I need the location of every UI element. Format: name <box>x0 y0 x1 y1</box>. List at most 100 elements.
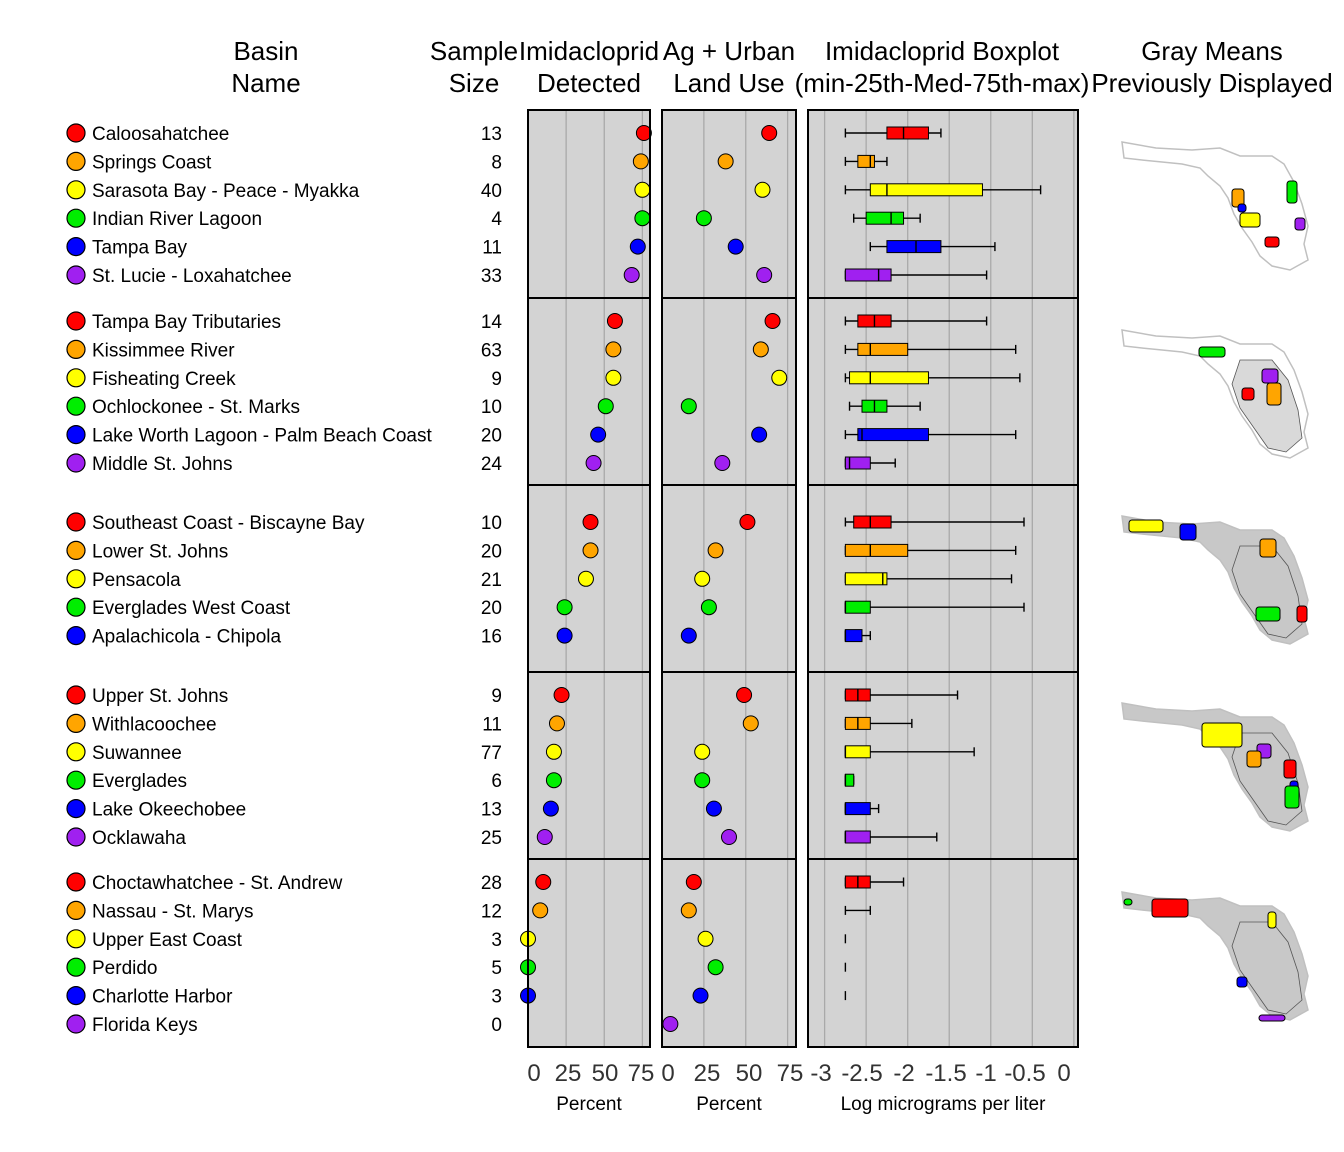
basin-name-label: Upper St. Johns <box>92 686 228 707</box>
boxplot-box <box>844 745 871 759</box>
boxplot-box <box>844 629 863 643</box>
detected-point <box>632 153 649 170</box>
legend-dot <box>66 425 86 445</box>
basin-name-label: Everglades <box>92 771 187 792</box>
header-maps-line1: Gray Means <box>1141 36 1283 66</box>
detected-point <box>553 687 570 703</box>
tick-label-boxplot: -0.5 <box>1004 1060 1045 1087</box>
basin-name-label: Middle St. Johns <box>92 454 232 475</box>
header-sample-line1: Sample <box>430 36 518 66</box>
landuse-point <box>694 743 711 760</box>
landuse-point <box>727 238 744 255</box>
florida-map <box>1121 141 1309 271</box>
basin-name-label: Apalachicola - Chipola <box>92 627 281 648</box>
legend-dot <box>66 770 86 790</box>
boxplot-box <box>857 154 875 168</box>
florida-maps <box>1121 141 1309 1022</box>
header-landuse-line1: Ag + Urban <box>663 36 795 66</box>
basin-name-label: Lower St. Johns <box>92 541 228 562</box>
axis-ticks: 0 25 50 75 Percent 0 25 50 75 Percent -3 -2.5 -2 -1.5… <box>527 1060 1070 1115</box>
boxplot-box <box>886 240 942 254</box>
panel-frames <box>527 109 1079 1048</box>
panel-detected-frame <box>527 109 651 1048</box>
sample-size-label: 6 <box>491 771 502 792</box>
boxplot-box <box>869 183 983 197</box>
basin-name-label: Fisheating Creek <box>92 369 236 390</box>
boxplot-box <box>844 600 871 614</box>
axis-title-landuse: Percent <box>696 1094 762 1115</box>
header-detected-line1: Imidacloprid <box>519 36 659 66</box>
basin-name-label: Caloosahatchee <box>92 124 229 145</box>
sample-size-label: 0 <box>491 1015 502 1036</box>
legend-dot <box>66 180 86 200</box>
basin-highlight <box>1201 722 1243 748</box>
basin-name-label: Charlotte Harbor <box>92 987 233 1008</box>
sample-size-label: 20 <box>481 598 502 619</box>
chart-marks <box>520 125 1042 1032</box>
sample-size-label: 4 <box>491 209 502 230</box>
tick-label-landuse: 25 <box>694 1060 721 1087</box>
landuse-point <box>662 1016 679 1032</box>
basin-highlight <box>1151 898 1189 918</box>
basin-name-label: Springs Coast <box>92 152 212 173</box>
landuse-point <box>756 267 773 283</box>
basin-name-label: Upper East Coast <box>92 930 243 951</box>
tick-label-boxplot: 0 <box>1057 1060 1070 1087</box>
basin-name-label: Ochlockonee - St. Marks <box>92 397 300 418</box>
boxplot-box <box>844 802 871 816</box>
sample-size-label: 12 <box>481 901 502 922</box>
previous-basins-gray <box>1231 545 1303 639</box>
landuse-point <box>754 181 771 198</box>
header-sample-line2: Size <box>449 68 500 98</box>
basin-name-label: Sarasota Bay - Peace - Myakka <box>92 181 360 202</box>
legend-dot <box>66 265 86 285</box>
detected-point <box>577 570 594 587</box>
detected-point <box>545 743 562 760</box>
landuse-point <box>695 210 712 227</box>
legend-dot <box>66 597 86 617</box>
legend-dot <box>66 1014 86 1034</box>
sample-size-label: 28 <box>481 873 502 894</box>
previous-basins-gray <box>1231 359 1303 453</box>
axis-title-boxplot: Log micrograms per liter <box>841 1094 1047 1115</box>
tick-label-detected: 75 <box>628 1060 655 1087</box>
tick-label-boxplot: -1.5 <box>925 1060 966 1087</box>
previous-basins-gray <box>1231 921 1303 1015</box>
florida-map <box>1121 515 1309 645</box>
sample-size-label: 11 <box>482 238 502 259</box>
landuse-point <box>739 514 756 530</box>
legend-dot <box>66 540 86 561</box>
basin-highlight <box>1128 519 1164 533</box>
header-basin-line2: Name <box>231 68 300 98</box>
sample-size-label: 5 <box>491 958 502 979</box>
basin-name-label: Lake Worth Lagoon - Palm Beach Coast <box>92 426 432 447</box>
legend-dot <box>66 798 86 819</box>
sample-size-label: 3 <box>491 987 502 1008</box>
basin-highlight <box>1267 911 1277 929</box>
landuse-point <box>680 902 697 919</box>
basin-highlight <box>1179 523 1197 541</box>
legend-dot <box>66 900 86 921</box>
basin-highlight <box>1123 898 1133 906</box>
legend-dot <box>66 742 86 762</box>
landuse-point <box>694 772 711 789</box>
detected-point <box>590 426 607 443</box>
detected-point <box>605 369 622 386</box>
legend-dot <box>66 569 86 589</box>
legend-dot <box>66 713 86 734</box>
detected-point <box>635 125 652 141</box>
basin-name-label: Southeast Coast - Biscayne Bay <box>92 513 365 534</box>
legend-dot <box>66 872 86 892</box>
boxplot-box <box>844 456 871 470</box>
axis-title-detected: Percent <box>556 1094 622 1115</box>
sample-size-label: 13 <box>481 800 502 821</box>
legend-dot <box>66 827 86 847</box>
landuse-point <box>742 715 759 732</box>
florida-outline <box>1121 141 1309 271</box>
florida-map <box>1121 702 1309 832</box>
detected-point <box>623 267 640 283</box>
detected-point <box>535 874 552 890</box>
boxplot-box <box>865 211 905 225</box>
basin-name-label: Indian River Lagoon <box>92 209 262 230</box>
detected-point <box>629 238 646 255</box>
